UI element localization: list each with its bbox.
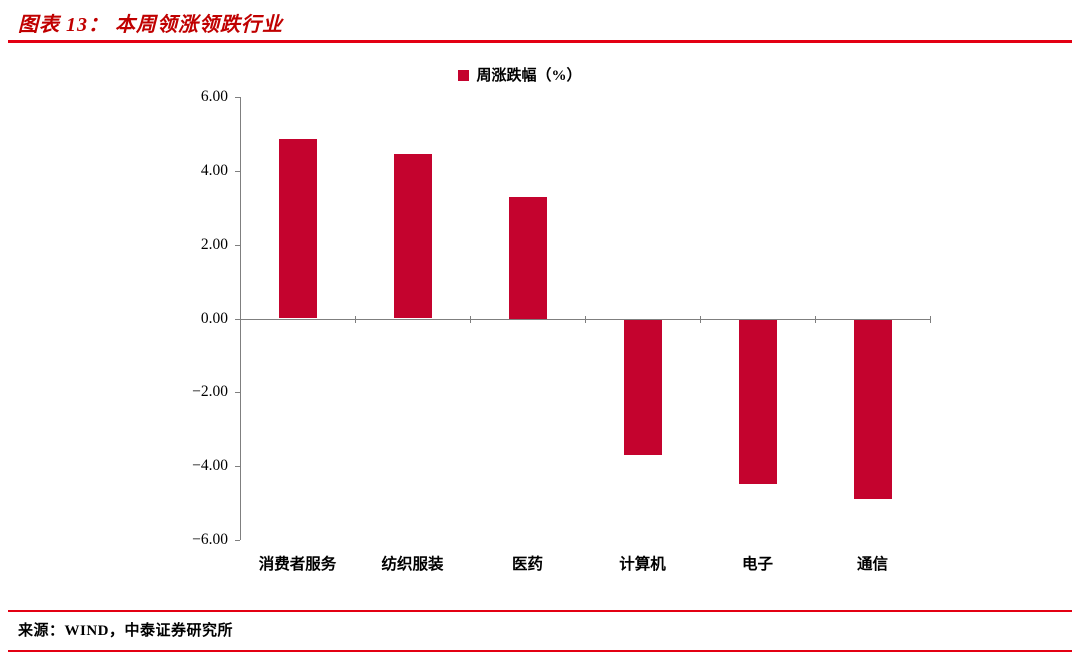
category-label: 电子 (741, 556, 773, 573)
bar (739, 320, 777, 484)
y-axis-tick (235, 319, 240, 320)
category-label: 医药 (511, 556, 543, 573)
legend-label: 周涨跌幅（%） (476, 68, 582, 84)
y-axis-label: 4.00 (200, 162, 228, 179)
x-axis-tick (815, 316, 816, 323)
x-axis-tick (700, 316, 701, 323)
y-axis-label: −2.00 (192, 383, 228, 400)
title-underline (8, 40, 1072, 43)
y-axis-tick (235, 540, 240, 541)
y-axis-tick (235, 392, 240, 393)
y-axis-label: 0.00 (200, 310, 228, 327)
legend-marker-icon (458, 70, 470, 82)
source-note: 来源：WIND，中泰证券研究所 (18, 623, 234, 639)
bar (279, 139, 317, 318)
y-axis-label: −6.00 (192, 531, 228, 548)
category-label: 计算机 (619, 556, 666, 573)
x-axis-tick (470, 316, 471, 323)
footer-rule-top (8, 610, 1072, 612)
x-axis-tick (930, 316, 931, 323)
bar (624, 320, 662, 455)
y-axis-label: 6.00 (200, 88, 228, 105)
category-label: 消费者服务 (258, 556, 337, 573)
y-axis-label: −4.00 (192, 457, 228, 474)
y-axis-tick (235, 171, 240, 172)
bar (854, 320, 892, 499)
x-axis-tick (585, 316, 586, 323)
category-label: 纺织服装 (381, 556, 444, 573)
y-axis-tick (235, 97, 240, 98)
figure-title: 图表 13： 本周领涨领跌行业 (18, 14, 283, 36)
footer-rule-bottom (8, 650, 1072, 652)
y-axis-tick (235, 466, 240, 467)
chart-legend: 周涨跌幅（%） (0, 64, 1040, 85)
x-axis-tick (240, 316, 241, 323)
y-axis-tick (235, 245, 240, 246)
x-axis-tick (355, 316, 356, 323)
bar (394, 154, 432, 318)
bar (509, 197, 547, 319)
y-axis-label: 2.00 (200, 236, 228, 253)
category-label: 通信 (856, 556, 888, 573)
